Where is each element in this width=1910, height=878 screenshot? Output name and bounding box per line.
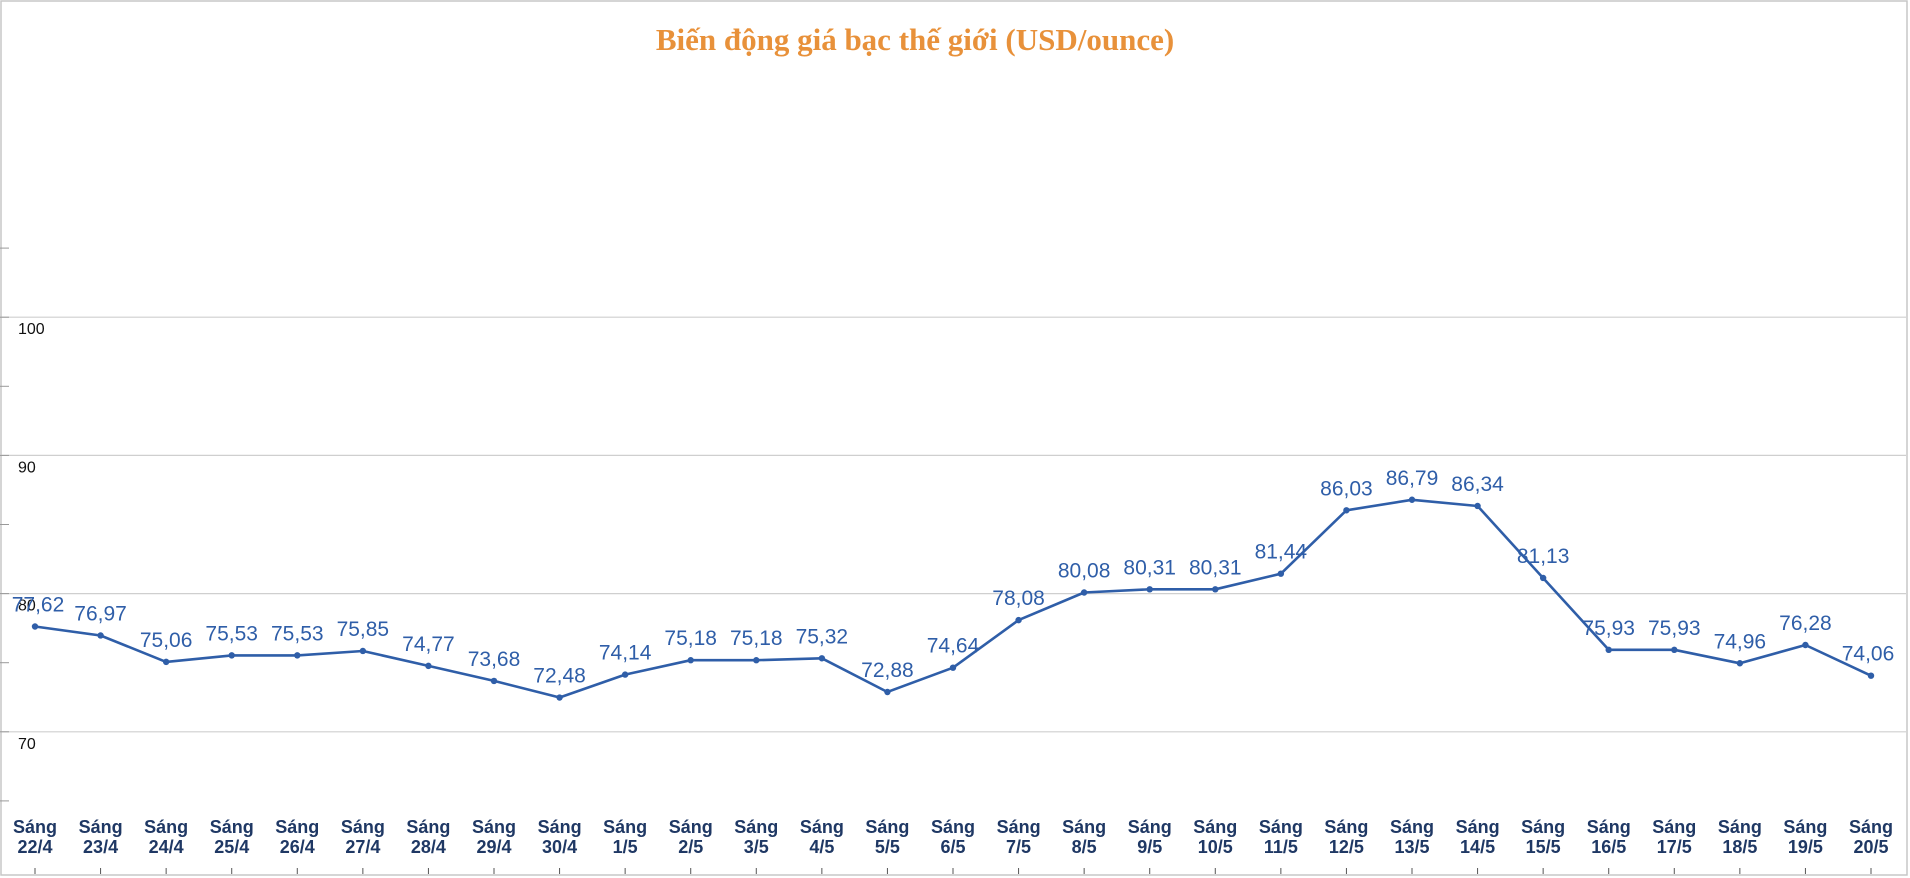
- data-point: [1605, 646, 1612, 654]
- data-point: [1212, 586, 1219, 593]
- data-point: [1343, 507, 1350, 514]
- chart-title: Biến động giá bạc thế giới (USD/ounce): [656, 22, 1174, 57]
- data-point: [1080, 589, 1088, 596]
- x-axis-labels: Sáng 22/4 Sáng 23/4 Sáng 24/4 Sáng 25/4 Sáng 26/4…: [13, 817, 1893, 874]
- data-label: 75,06: [140, 629, 193, 652]
- x-tick-label: Sáng 4/5: [800, 817, 844, 857]
- y-tick-label: 90: [18, 459, 36, 476]
- x-tick-label: Sáng 26/4: [275, 817, 319, 857]
- data-point: [1736, 660, 1744, 667]
- x-tick-label: Sáng 18/5: [1718, 817, 1762, 857]
- x-tick-label: Sáng 16/5: [1587, 817, 1631, 857]
- data-label: 80,31: [1123, 556, 1176, 579]
- data-label: 75,53: [205, 622, 258, 645]
- x-tick-label: Sáng 1/5: [603, 817, 647, 857]
- x-tick-label: Sáng 19/5: [1783, 817, 1827, 857]
- data-point: [1146, 586, 1153, 593]
- x-tick-label: Sáng 29/4: [472, 817, 516, 857]
- data-label: 78,08: [992, 587, 1045, 610]
- data-point: [1867, 672, 1875, 679]
- data-point: [818, 655, 826, 662]
- x-tick-label: Sáng 6/5: [931, 817, 975, 857]
- data-point: [31, 623, 39, 630]
- data-label: 81,44: [1255, 541, 1308, 564]
- data-point: [949, 664, 957, 671]
- x-tick-label: Sáng 5/5: [865, 817, 909, 857]
- data-label: 77,62: [12, 593, 65, 616]
- data-point: [1474, 502, 1481, 510]
- series-group: 77,62 76,97 75,06 75,53 75,53 75,85 74,77 73,68…: [12, 467, 1895, 701]
- x-tick-label: Sáng 25/4: [210, 817, 254, 857]
- data-label: 86,79: [1386, 467, 1439, 490]
- data-point: [753, 657, 760, 664]
- data-label: 74,77: [402, 633, 455, 656]
- x-tick-label: Sáng 24/4: [144, 817, 188, 857]
- data-label: 73,68: [468, 648, 521, 671]
- data-label: 74,96: [1714, 630, 1767, 653]
- data-point: [884, 688, 891, 696]
- data-label: 81,13: [1517, 545, 1570, 568]
- data-label: 76,97: [74, 602, 127, 625]
- x-tick-label: Sáng 27/4: [341, 817, 385, 857]
- data-point: [556, 694, 563, 701]
- data-label: 74,64: [927, 635, 980, 658]
- x-tick-label: Sáng 2/5: [669, 817, 713, 857]
- data-label: 74,06: [1842, 643, 1895, 666]
- data-label: 75,18: [730, 627, 783, 650]
- data-point: [294, 652, 301, 659]
- data-point: [425, 662, 432, 670]
- data-point: [621, 671, 629, 678]
- data-label: 86,03: [1320, 477, 1373, 500]
- data-point: [1802, 641, 1809, 649]
- data-label: 75,18: [664, 627, 717, 650]
- data-point: [162, 658, 170, 666]
- gridlines: [0, 316, 1906, 733]
- data-point: [1015, 616, 1022, 624]
- data-point: [359, 647, 367, 655]
- data-point: [1277, 570, 1285, 577]
- data-label: 72,88: [861, 659, 914, 682]
- data-label: 75,53: [271, 622, 324, 645]
- x-tick-label: Sáng 12/5: [1324, 817, 1368, 857]
- data-label: 74,14: [599, 642, 652, 665]
- x-tick-label: Sáng 23/4: [79, 817, 123, 857]
- data-label: 75,93: [1582, 617, 1635, 640]
- x-tick-label: Sáng 14/5: [1456, 817, 1500, 857]
- y-axis-ticks: 70 80 90 100: [0, 247, 45, 802]
- data-label: 75,93: [1648, 617, 1701, 640]
- x-tick-label: Sáng 15/5: [1521, 817, 1565, 857]
- data-point: [687, 657, 694, 664]
- data-point: [97, 632, 104, 639]
- x-tick-label: Sáng 17/5: [1652, 817, 1696, 857]
- data-point: [228, 652, 235, 659]
- data-label: 72,48: [533, 665, 586, 688]
- y-tick-label: 70: [18, 736, 36, 753]
- x-tick-label: Sáng 3/5: [734, 817, 778, 857]
- y-tick-label: 80: [18, 598, 36, 615]
- data-point: [1671, 646, 1678, 654]
- data-label: 86,34: [1451, 473, 1504, 496]
- x-tick-label: Sáng 10/5: [1193, 817, 1237, 857]
- data-point: [1408, 496, 1416, 503]
- x-tick-label: Sáng 20/5: [1849, 817, 1893, 857]
- x-tick-label: Sáng 28/4: [406, 817, 450, 857]
- y-tick-label: 100: [18, 321, 45, 338]
- data-label: 80,31: [1189, 556, 1242, 579]
- x-tick-label: Sáng 22/4: [13, 817, 57, 857]
- data-label: 76,28: [1779, 612, 1832, 635]
- data-point: [1539, 574, 1547, 582]
- x-tick-label: Sáng 11/5: [1259, 817, 1303, 857]
- x-tick-label: Sáng 30/4: [538, 817, 582, 857]
- x-tick-label: Sáng 13/5: [1390, 817, 1434, 857]
- data-label: 75,85: [337, 618, 390, 641]
- x-tick-label: Sáng 7/5: [997, 817, 1041, 857]
- data-label: 80,08: [1058, 559, 1111, 582]
- x-tick-label: Sáng 8/5: [1062, 817, 1106, 857]
- data-label: 75,32: [796, 625, 849, 648]
- data-point: [490, 677, 498, 685]
- x-tick-label: Sáng 9/5: [1128, 817, 1172, 857]
